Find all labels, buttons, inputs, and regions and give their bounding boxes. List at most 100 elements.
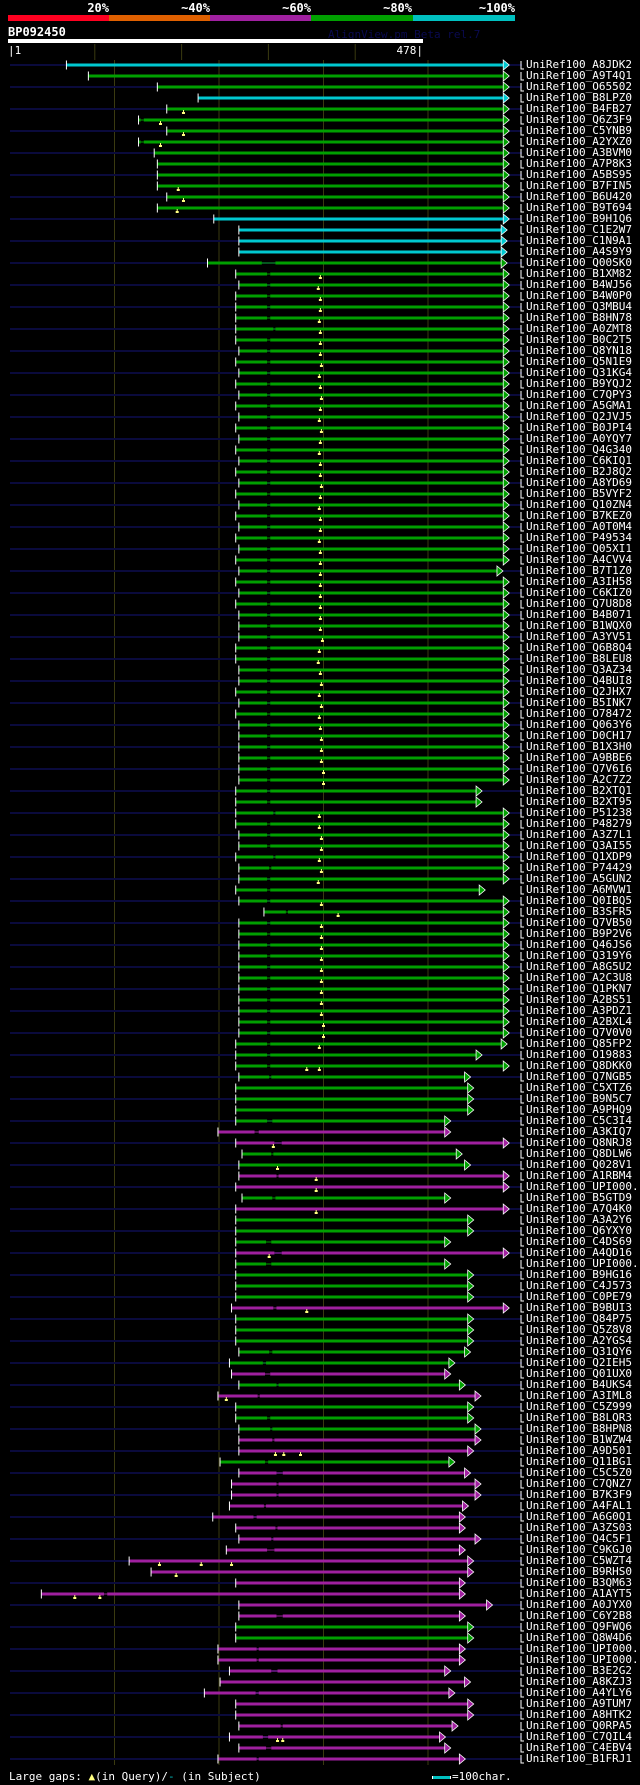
hit-label[interactable]: UniRef100_B4B071 — [526, 608, 632, 621]
hit-label[interactable]: UniRef100_A2C7Z2 — [526, 773, 632, 786]
hit-label[interactable]: UniRef100_Q5Z8V8 — [526, 1323, 632, 1336]
hit-label[interactable]: UniRef100_B4FB27 — [526, 102, 632, 115]
hit-label[interactable]: UniRef100_Q4BUI8 — [526, 674, 632, 687]
hit-label[interactable]: UniRef100_Q6Z3F9 — [526, 113, 632, 126]
hit-label[interactable]: UniRef100_A2YXZ0 — [526, 135, 632, 148]
hit-label[interactable]: UniRef100_A8G5U2 — [526, 960, 632, 973]
hit-label[interactable]: UniRef100_C7QNZ7 — [526, 1477, 632, 1490]
hit-label[interactable]: UniRef100_B1WQX0 — [526, 619, 632, 632]
hit-label[interactable]: UniRef100_A4YLY6 — [526, 1686, 632, 1699]
hit-label[interactable]: UniRef100_C5C5Z0 — [526, 1466, 632, 1479]
hit-label[interactable]: UniRef100_C6Y2B8 — [526, 1609, 632, 1622]
hit-label[interactable]: UniRef100_C1N9A1 — [526, 234, 632, 247]
hit-label[interactable]: UniRef100_C4J573 — [526, 1279, 632, 1292]
hit-label[interactable]: UniRef100_Q31KG4 — [526, 366, 632, 379]
hit-label[interactable]: UniRef100_Q8W4D6 — [526, 1631, 632, 1644]
hit-label[interactable]: UniRef100_B3SFR5 — [526, 905, 632, 918]
hit-label[interactable]: UniRef100_Q11BG1 — [526, 1455, 632, 1468]
hit-label[interactable]: UniRef100_UPI000.. — [526, 1653, 640, 1666]
hit-label[interactable]: UniRef100_A2YGS4 — [526, 1334, 632, 1347]
hit-label[interactable]: UniRef100_A3BVM0 — [526, 146, 632, 159]
hit-label[interactable]: UniRef100_B4W0P0 — [526, 289, 632, 302]
hit-label[interactable]: UniRef100_Q7VB50 — [526, 916, 632, 929]
hit-label[interactable]: UniRef100_C6KIZ0 — [526, 586, 632, 599]
hit-label[interactable]: UniRef100_B7FIN5 — [526, 179, 632, 192]
hit-label[interactable]: UniRef100_B3QM63 — [526, 1576, 632, 1589]
hit-label[interactable]: UniRef100_B7T1Z0 — [526, 564, 632, 577]
hit-label[interactable]: UniRef100_Q2JHX7 — [526, 685, 632, 698]
hit-label[interactable]: UniRef100_C4EBV4 — [526, 1741, 632, 1754]
hit-label[interactable]: UniRef100_C5WZT4 — [526, 1554, 632, 1567]
hit-label[interactable]: UniRef100_B4UKS4 — [526, 1378, 632, 1391]
hit-label[interactable]: UniRef100_Q10ZN4 — [526, 498, 632, 511]
hit-label[interactable]: UniRef100_A8YD69 — [526, 476, 632, 489]
hit-label[interactable]: UniRef100_Q063Y6 — [526, 718, 632, 731]
hit-label[interactable]: UniRef100_B9HG16 — [526, 1268, 632, 1281]
hit-label[interactable]: UniRef100_B9H1Q6 — [526, 212, 632, 225]
hit-label[interactable]: UniRef100_Q7U8D8 — [526, 597, 632, 610]
hit-label[interactable]: UniRef100_B7K3F9 — [526, 1488, 632, 1501]
hit-label[interactable]: UniRef100_A1RBM4 — [526, 1169, 632, 1182]
hit-label[interactable]: UniRef100_C5Z999 — [526, 1400, 632, 1413]
hit-label[interactable]: UniRef100_Q0IBQ5 — [526, 894, 632, 907]
hit-label[interactable]: UniRef100_Q01UX0 — [526, 1367, 632, 1380]
hit-label[interactable]: UniRef100_Q5N1E9 — [526, 355, 632, 368]
hit-label[interactable]: UniRef100_B1XM82 — [526, 267, 632, 280]
hit-label[interactable]: UniRef100_B8LQR3 — [526, 1411, 632, 1424]
hit-label[interactable]: UniRef100_Q8NRJ8 — [526, 1136, 632, 1149]
hit-label[interactable]: UniRef100_B1WZW4 — [526, 1433, 632, 1446]
hit-label[interactable]: UniRef100_C0PE79 — [526, 1290, 632, 1303]
hit-label[interactable]: UniRef100_A7P8K3 — [526, 157, 632, 170]
hit-label[interactable]: UniRef100_A4CVV4 — [526, 553, 632, 566]
hit-label[interactable]: UniRef100_Q2IEH5 — [526, 1356, 632, 1369]
hit-label[interactable]: UniRef100_A9PHQ9 — [526, 1103, 632, 1116]
hit-label[interactable]: UniRef100_A6MVW1 — [526, 883, 632, 896]
hit-label[interactable]: UniRef100_B7KEZ0 — [526, 509, 632, 522]
hit-label[interactable]: UniRef100_D0CH17 — [526, 729, 632, 742]
hit-label[interactable]: UniRef100_A3KIQ7 — [526, 1125, 632, 1138]
hit-label[interactable]: UniRef100_A0JYX0 — [526, 1598, 632, 1611]
hit-label[interactable]: UniRef100_B9RHS0 — [526, 1565, 632, 1578]
hit-label[interactable]: UniRef100_A4S9Y9 — [526, 245, 632, 258]
hit-label[interactable]: UniRef100_B4WJ56 — [526, 278, 632, 291]
hit-label[interactable]: UniRef100_A3IH58 — [526, 575, 632, 588]
hit-label[interactable]: UniRef100_A0YQY7 — [526, 432, 632, 445]
hit-label[interactable]: UniRef100_C9KGJ0 — [526, 1543, 632, 1556]
hit-label[interactable]: UniRef100_A0T0M4 — [526, 520, 632, 533]
hit-label[interactable]: UniRef100_B8HN78 — [526, 311, 632, 324]
hit-label[interactable]: UniRef100_A3PDZ1 — [526, 1004, 632, 1017]
hit-label[interactable]: UniRef100_A3A2Y6 — [526, 1213, 632, 1226]
hit-label[interactable]: UniRef100_A1AYT5 — [526, 1587, 632, 1600]
hit-label[interactable]: UniRef100_O19883 — [526, 1048, 632, 1061]
hit-label[interactable]: UniRef100_C4DS69 — [526, 1235, 632, 1248]
hit-label[interactable]: UniRef100_Q4G340 — [526, 443, 632, 456]
hit-label[interactable]: UniRef100_Q05XI1 — [526, 542, 632, 555]
hit-label[interactable]: UniRef100_A6G0Q1 — [526, 1510, 632, 1523]
hit-label[interactable]: UniRef100_C7QIL4 — [526, 1730, 632, 1743]
hit-label[interactable]: UniRef100_B1X3H0 — [526, 740, 632, 753]
hit-label[interactable]: UniRef100_A9T4Q1 — [526, 69, 632, 82]
hit-label[interactable]: UniRef100_A7Q4K0 — [526, 1202, 632, 1215]
hit-label[interactable]: UniRef100_B2J8Q2 — [526, 465, 632, 478]
hit-label[interactable]: UniRef100_A9D501 — [526, 1444, 632, 1457]
hit-label[interactable]: UniRef100_Q7V0V0 — [526, 1026, 632, 1039]
hit-label[interactable]: UniRef100_Q2JVJ5 — [526, 410, 632, 423]
hit-label[interactable]: UniRef100_UPI000.. — [526, 1257, 640, 1270]
hit-label[interactable]: UniRef100_A5GUN2 — [526, 872, 632, 885]
hit-label[interactable]: UniRef100_UPI000.. — [526, 1642, 640, 1655]
hit-label[interactable]: UniRef100_UPI000.. — [526, 1180, 640, 1193]
hit-label[interactable]: UniRef100_Q8DLW6 — [526, 1147, 632, 1160]
hit-label[interactable]: UniRef100_Q6YXY0 — [526, 1224, 632, 1237]
hit-label[interactable]: UniRef100_B0C2T5 — [526, 333, 632, 346]
hit-label[interactable]: UniRef100_B3E2G2 — [526, 1664, 632, 1677]
hit-label[interactable]: UniRef100_Q3AI55 — [526, 839, 632, 852]
hit-label[interactable]: UniRef100_O78472 — [526, 707, 632, 720]
hit-label[interactable]: UniRef100_Q3MBU4 — [526, 300, 632, 313]
hit-label[interactable]: UniRef100_Q0RPA5 — [526, 1719, 632, 1732]
hit-label[interactable]: UniRef100_Q3AZ34 — [526, 663, 632, 676]
hit-label[interactable]: UniRef100_A9TUM7 — [526, 1697, 632, 1710]
hit-label[interactable]: UniRef100_O65502 — [526, 80, 632, 93]
hit-label[interactable]: UniRef100_B8HPN8 — [526, 1422, 632, 1435]
hit-label[interactable]: UniRef100_B5GTD9 — [526, 1191, 632, 1204]
hit-label[interactable]: UniRef100_A3IML8 — [526, 1389, 632, 1402]
